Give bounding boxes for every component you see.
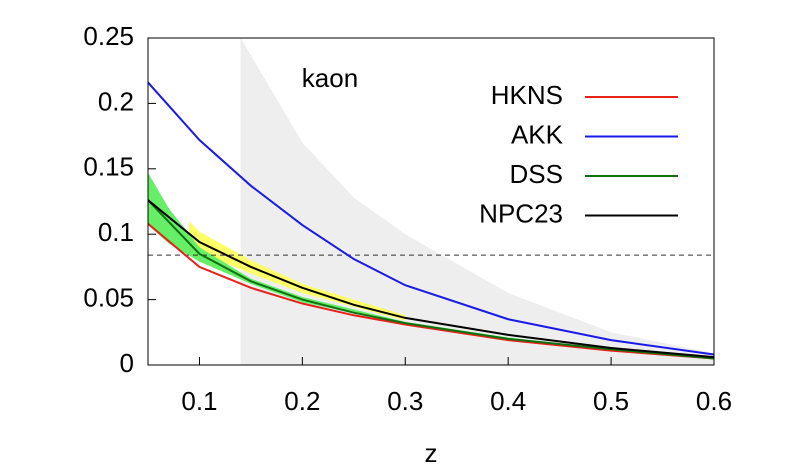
x-tick-label: 0.1 bbox=[181, 386, 217, 416]
y-tick-label: 0.2 bbox=[98, 86, 134, 116]
y-tick-label: 0 bbox=[120, 348, 134, 378]
x-tick-label: 0.4 bbox=[490, 386, 526, 416]
plot bbox=[148, 38, 714, 365]
legend-label: HKNS bbox=[491, 80, 563, 110]
y-tick-label: 0.15 bbox=[83, 152, 134, 182]
x-axis-label: z bbox=[425, 438, 438, 468]
legend-label: AKK bbox=[511, 119, 564, 149]
series-line bbox=[148, 199, 714, 360]
series-line bbox=[148, 81, 714, 356]
uncertainty-band bbox=[240, 38, 714, 365]
y-tick-label: 0.1 bbox=[98, 217, 134, 247]
x-tick-label: 0.6 bbox=[696, 386, 732, 416]
y-tick-label: 0.05 bbox=[83, 282, 134, 312]
plot-frame bbox=[147, 37, 715, 366]
legend-label: DSS bbox=[510, 159, 563, 189]
series-line bbox=[148, 199, 714, 359]
x-tick-label: 0.5 bbox=[593, 386, 629, 416]
x-tick-label: 0.3 bbox=[387, 386, 423, 416]
legend-label: NPC23 bbox=[479, 198, 563, 228]
annotation: kaon bbox=[302, 63, 358, 93]
series-line bbox=[148, 222, 714, 360]
y-tick-label: 0.25 bbox=[83, 21, 134, 51]
x-tick-label: 0.2 bbox=[284, 386, 320, 416]
uncertainty-band bbox=[189, 221, 406, 321]
